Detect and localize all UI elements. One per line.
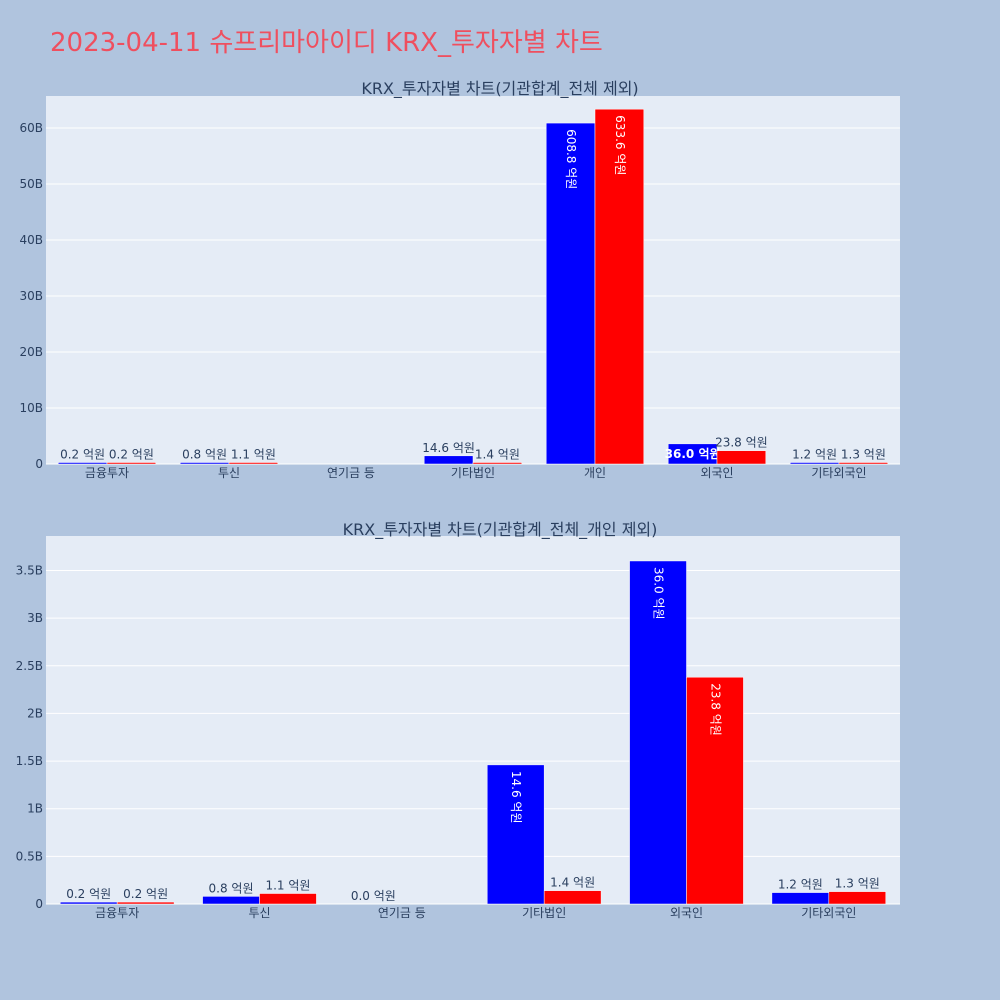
main-title: 2023-04-11 슈프리마아이디 KRX_투자자별 차트 <box>50 28 603 58</box>
data-label: 608.8 억원 <box>564 129 578 189</box>
data-label: 0.2 억원 <box>123 887 168 901</box>
data-label: 23.8 억원 <box>708 683 722 736</box>
chart-subtitle: KRX_투자자별 차트(기관합계_전체 제외) <box>361 79 638 99</box>
y-tick-label: 2B <box>27 706 43 720</box>
y-tick-label: 30B <box>19 289 43 303</box>
bar-blue <box>57 462 108 465</box>
y-tick-label: 40B <box>19 233 43 247</box>
plot-area <box>46 96 900 464</box>
data-label: 0.8 억원 <box>182 448 227 462</box>
y-tick-label: 3B <box>27 611 43 625</box>
bar-blue <box>423 455 474 465</box>
data-label: 0.8 억원 <box>209 881 254 895</box>
x-tick-label: 투신 <box>218 466 240 480</box>
data-label: 14.6 억원 <box>422 441 475 455</box>
data-label: 1.4 억원 <box>475 448 520 462</box>
bar-red <box>472 462 523 465</box>
x-tick-label: 외국인 <box>700 466 733 480</box>
x-tick-label: 금융투자 <box>85 466 129 480</box>
data-label: 1.4 억원 <box>550 876 595 890</box>
data-label: 0.2 억원 <box>60 448 105 462</box>
y-tick-label: 0.5B <box>16 849 43 863</box>
bar-blue <box>486 764 545 905</box>
data-label: 1.2 억원 <box>792 448 837 462</box>
y-tick-label: 3.5B <box>16 563 43 577</box>
bar-red <box>686 676 744 905</box>
plot-area <box>46 536 900 904</box>
x-tick-label: 연기금 등 <box>327 466 375 480</box>
bar-blue <box>629 560 687 905</box>
bar-red <box>116 901 175 905</box>
data-label: 1.3 억원 <box>835 877 880 891</box>
y-tick-label: 1B <box>27 802 43 816</box>
y-tick-label: 50B <box>19 177 43 191</box>
data-label: 14.6 억원 <box>509 771 523 824</box>
data-label: 1.1 억원 <box>265 879 310 893</box>
y-tick-label: 0 <box>35 457 43 471</box>
y-tick-label: 2.5B <box>16 659 43 673</box>
chart-subtitle: KRX_투자자별 차트(기관합계_전체_개인 제외) <box>343 520 658 540</box>
bar-blue <box>179 462 230 465</box>
bar-blue <box>59 901 118 905</box>
x-tick-label: 개인 <box>584 466 606 480</box>
bar-red <box>106 462 157 465</box>
y-tick-label: 20B <box>19 345 43 359</box>
bar-red <box>716 450 767 465</box>
bar-red <box>594 108 645 465</box>
bar-red <box>228 462 279 465</box>
x-tick-label: 기타외국인 <box>801 906 856 920</box>
y-tick-label: 60B <box>19 121 43 135</box>
data-label: 23.8 억원 <box>715 436 768 450</box>
y-tick-label: 10B <box>19 401 43 415</box>
bar-blue <box>771 892 830 905</box>
y-tick-label: 0 <box>35 897 43 911</box>
data-label: 0.2 억원 <box>66 887 111 901</box>
chart-panel-1: 0 10B 20B 30B 40B 50B 60B KRX_투자자별 차트(기관합계_전체 제… <box>19 79 900 480</box>
bar-red <box>543 890 602 905</box>
bar-blue <box>202 896 260 905</box>
x-tick-label: 기타법인 <box>451 466 495 480</box>
x-tick-label: 연기금 등 <box>378 906 426 920</box>
x-tick-label: 금융투자 <box>95 906 139 920</box>
chart-panel-2: 0 0.5B 1B 1.5B 2B 2.5B 3B 3.5B KRX_투자자별 차트(기관합계_… <box>16 520 900 920</box>
x-tick-label: 투신 <box>248 906 270 920</box>
data-label: 1.2 억원 <box>778 878 823 892</box>
data-label: 1.1 억원 <box>231 448 276 462</box>
bar-red <box>838 462 889 465</box>
x-tick-label: 기타외국인 <box>811 466 866 480</box>
data-label: 633.6 억원 <box>613 115 627 175</box>
bar-red <box>828 891 887 905</box>
x-tick-label: 외국인 <box>670 906 703 920</box>
data-label: 36.0 억원 <box>665 447 721 461</box>
bar-red <box>259 893 317 905</box>
data-label: 0.2 억원 <box>109 448 154 462</box>
bar-blue <box>789 462 840 465</box>
x-tick-label: 기타법인 <box>522 906 566 920</box>
bar-blue <box>545 122 596 465</box>
data-label: 0.0 억원 <box>351 889 396 903</box>
data-label: 1.3 억원 <box>841 448 886 462</box>
y-tick-label: 1.5B <box>16 754 43 768</box>
data-label: 36.0 억원 <box>652 567 666 620</box>
